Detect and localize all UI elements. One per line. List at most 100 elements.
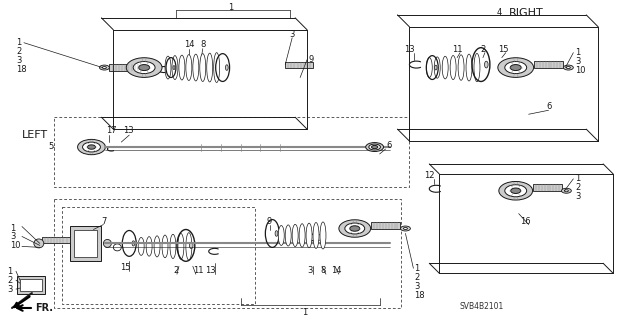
Ellipse shape: [435, 57, 440, 78]
Text: 3: 3: [16, 56, 21, 65]
Ellipse shape: [225, 65, 228, 70]
Ellipse shape: [99, 65, 109, 70]
Ellipse shape: [178, 234, 184, 259]
Text: 2: 2: [7, 276, 12, 285]
Ellipse shape: [564, 190, 568, 192]
Text: 3: 3: [414, 282, 420, 291]
Text: 6: 6: [547, 102, 552, 111]
Ellipse shape: [173, 66, 175, 70]
Text: 2: 2: [575, 183, 580, 192]
Ellipse shape: [132, 241, 135, 246]
Ellipse shape: [561, 188, 572, 193]
Ellipse shape: [306, 223, 312, 248]
Ellipse shape: [474, 54, 480, 82]
Text: 10: 10: [10, 241, 20, 250]
Text: 2: 2: [16, 47, 21, 56]
Text: 11: 11: [452, 45, 462, 54]
Bar: [54, 199, 401, 308]
Bar: [17, 276, 45, 294]
Text: 5: 5: [49, 142, 54, 151]
Ellipse shape: [88, 145, 95, 149]
Ellipse shape: [292, 224, 298, 247]
Text: 3: 3: [307, 266, 313, 275]
Bar: [20, 279, 42, 291]
Text: 10: 10: [575, 66, 586, 75]
Text: 9: 9: [308, 55, 314, 64]
Ellipse shape: [435, 65, 437, 70]
Text: 1: 1: [10, 224, 15, 233]
Text: 1: 1: [575, 174, 580, 183]
Ellipse shape: [193, 54, 199, 81]
Bar: [70, 226, 101, 261]
Text: 18: 18: [414, 291, 425, 300]
Text: 7: 7: [101, 217, 107, 226]
Ellipse shape: [133, 62, 155, 74]
Ellipse shape: [365, 143, 383, 152]
Ellipse shape: [371, 145, 378, 149]
Ellipse shape: [505, 62, 527, 74]
Ellipse shape: [138, 237, 144, 255]
Ellipse shape: [505, 185, 527, 197]
Ellipse shape: [189, 242, 193, 249]
Bar: [74, 229, 97, 257]
Text: 13: 13: [404, 45, 415, 54]
Ellipse shape: [83, 142, 100, 152]
Text: 1: 1: [7, 267, 12, 276]
Ellipse shape: [510, 64, 521, 70]
Ellipse shape: [484, 61, 488, 68]
Text: 2: 2: [173, 266, 178, 275]
Ellipse shape: [126, 58, 162, 78]
Ellipse shape: [146, 237, 152, 256]
Ellipse shape: [566, 67, 570, 69]
Ellipse shape: [299, 224, 305, 247]
Text: 1: 1: [303, 308, 308, 317]
Ellipse shape: [275, 231, 278, 236]
Ellipse shape: [162, 235, 168, 258]
Text: 3: 3: [7, 285, 12, 294]
Text: FR.: FR.: [35, 303, 53, 313]
Bar: [54, 117, 410, 187]
Text: 3: 3: [289, 30, 295, 39]
Ellipse shape: [172, 56, 178, 79]
Text: 8: 8: [320, 266, 326, 275]
Text: 12: 12: [424, 171, 435, 180]
Ellipse shape: [313, 223, 319, 249]
Text: 14: 14: [184, 40, 194, 49]
Text: 2: 2: [480, 45, 486, 54]
Ellipse shape: [186, 233, 192, 260]
Text: 15: 15: [120, 263, 131, 272]
Text: 6: 6: [387, 141, 392, 150]
Text: 1: 1: [575, 48, 580, 57]
Ellipse shape: [154, 236, 160, 257]
Ellipse shape: [207, 53, 212, 82]
Ellipse shape: [102, 67, 106, 69]
Text: 3: 3: [10, 233, 15, 241]
Ellipse shape: [442, 56, 448, 79]
Text: RIGHT: RIGHT: [509, 8, 543, 18]
Text: 1: 1: [228, 3, 233, 12]
Ellipse shape: [499, 182, 532, 200]
Text: 1: 1: [414, 264, 420, 273]
Ellipse shape: [403, 227, 408, 229]
Text: 13: 13: [124, 126, 134, 135]
Ellipse shape: [278, 226, 284, 245]
Ellipse shape: [170, 234, 176, 258]
Bar: [109, 64, 144, 71]
Text: 1: 1: [16, 38, 21, 47]
Ellipse shape: [350, 226, 360, 231]
Bar: [371, 222, 401, 229]
Text: 11: 11: [193, 266, 204, 275]
Text: 18: 18: [16, 64, 27, 74]
Ellipse shape: [369, 144, 380, 150]
Text: 14: 14: [331, 266, 341, 275]
Ellipse shape: [139, 64, 150, 70]
Ellipse shape: [401, 226, 410, 231]
Ellipse shape: [77, 139, 106, 155]
Ellipse shape: [113, 244, 122, 251]
Bar: [285, 62, 313, 68]
Ellipse shape: [186, 55, 192, 80]
Ellipse shape: [320, 222, 326, 249]
Ellipse shape: [563, 65, 573, 70]
Text: 8: 8: [200, 40, 205, 49]
Bar: [61, 207, 255, 304]
